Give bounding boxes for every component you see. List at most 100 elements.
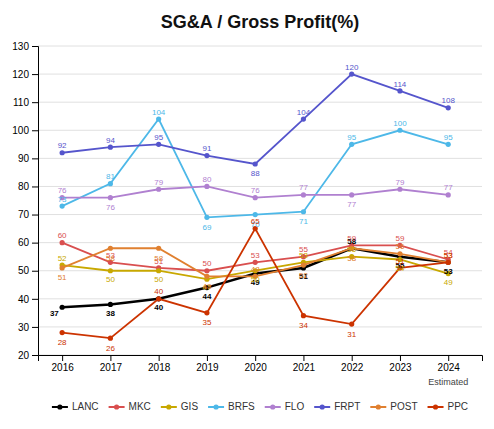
data-label: 53 [444,251,453,260]
series-point [108,268,113,273]
data-label: 71 [299,217,308,226]
y-tick-mark [32,243,38,244]
x-tick: 2017 [100,355,123,373]
y-tick-label: 110 [13,97,29,108]
series-point [397,88,402,93]
data-label: 58 [347,254,356,263]
data-label: 28 [58,338,67,347]
series-point [301,209,306,214]
y-tick-mark [32,158,38,159]
y-tick-mark [32,102,38,103]
x-tick-label: 2017 [100,362,123,373]
data-label: 114 [394,80,407,89]
x-tick: 2019 [196,355,219,373]
series-point [253,195,258,200]
series-point [60,305,65,310]
series-point [108,336,113,341]
data-label: 40 [154,287,163,296]
grid [38,46,482,355]
data-label: 76 [251,186,260,195]
data-label: 40 [154,303,163,312]
grid-line [38,74,482,75]
data-label: 79 [154,178,163,187]
data-label: 120 [345,63,359,72]
plot-root: 2016201720182019202020212022202320242030… [12,41,482,387]
x-tick-mark [448,355,449,361]
series-line [62,74,448,164]
x-tick: 2021 [293,355,316,373]
y-tick-label: 90 [18,153,30,164]
data-label: 50 [251,275,260,284]
series-point [397,187,402,192]
legend: LANCMKCGISBRFSFLOFRPTPOSTPPC [52,401,468,412]
y-tick-mark [32,130,38,131]
y-tick: 90 [18,153,38,164]
x-axis-line [39,356,483,362]
x-tick-mark [255,355,256,361]
grid-line [38,130,482,131]
series-point [446,260,451,265]
legend-label: PPC [448,401,469,412]
data-label: 81 [106,172,115,181]
y-tick-label: 70 [18,209,30,220]
data-label: 65 [251,217,260,226]
legend-marker [376,404,381,409]
chart-title: SG&A / Gross Profit(%) [161,12,359,32]
series-marks [60,71,451,340]
legend-marker [57,404,62,409]
data-label: 69 [202,223,211,232]
data-label: 52 [299,271,308,280]
series-point [446,105,451,110]
series-point [349,322,354,327]
series-point [349,142,354,147]
legend-marker [320,404,325,409]
x-tick-mark [62,355,63,361]
x-tick-mark [207,355,208,361]
x-tick-label: 2021 [293,362,316,373]
legend-marker [166,404,171,409]
data-label: 92 [58,141,67,150]
y-tick-label: 30 [18,322,30,333]
y-tick: 110 [13,97,38,108]
y-tick: 80 [18,181,38,192]
y-tick: 60 [18,237,38,248]
y-tick: 50 [18,265,38,276]
x-tick-mark [303,355,304,361]
y-tick-mark [32,74,38,75]
series-point [156,296,161,301]
series-point [108,181,113,186]
series-point [60,240,65,245]
series-point [204,274,209,279]
x-tick: 2018 [148,355,171,373]
legend-item: PPC [428,401,469,412]
legend-label: MKC [129,401,151,412]
legend-label: BRFS [228,401,255,412]
legend-label: LANC [72,401,99,412]
x-tick-mark [352,355,353,361]
y-tick: 120 [12,69,38,80]
annotation: Estimated [428,377,468,387]
y-tick-mark [32,215,38,216]
series-point [108,195,113,200]
legend-marker [213,404,218,409]
series-point [156,246,161,251]
x-tick-mark [159,355,160,361]
legend-marker [114,404,119,409]
data-label: 77 [299,183,308,192]
series-point [446,260,451,265]
data-label: 59 [347,234,356,243]
y-tick-mark [32,299,38,300]
x-tick-label: 2018 [148,362,171,373]
x-tick-label: 2019 [196,362,219,373]
legend-label: POST [390,401,417,412]
data-label: 50 [154,275,163,284]
data-label: 50 [106,275,115,284]
data-label: 52 [58,254,67,263]
y-tick-label: 40 [18,294,30,305]
y-tick: 30 [18,322,38,333]
x-tick: 2024 [438,355,461,373]
y-tick-label: 100 [12,125,29,136]
series-point [156,142,161,147]
series-point [253,161,258,166]
x-tick-label: 2023 [389,362,412,373]
